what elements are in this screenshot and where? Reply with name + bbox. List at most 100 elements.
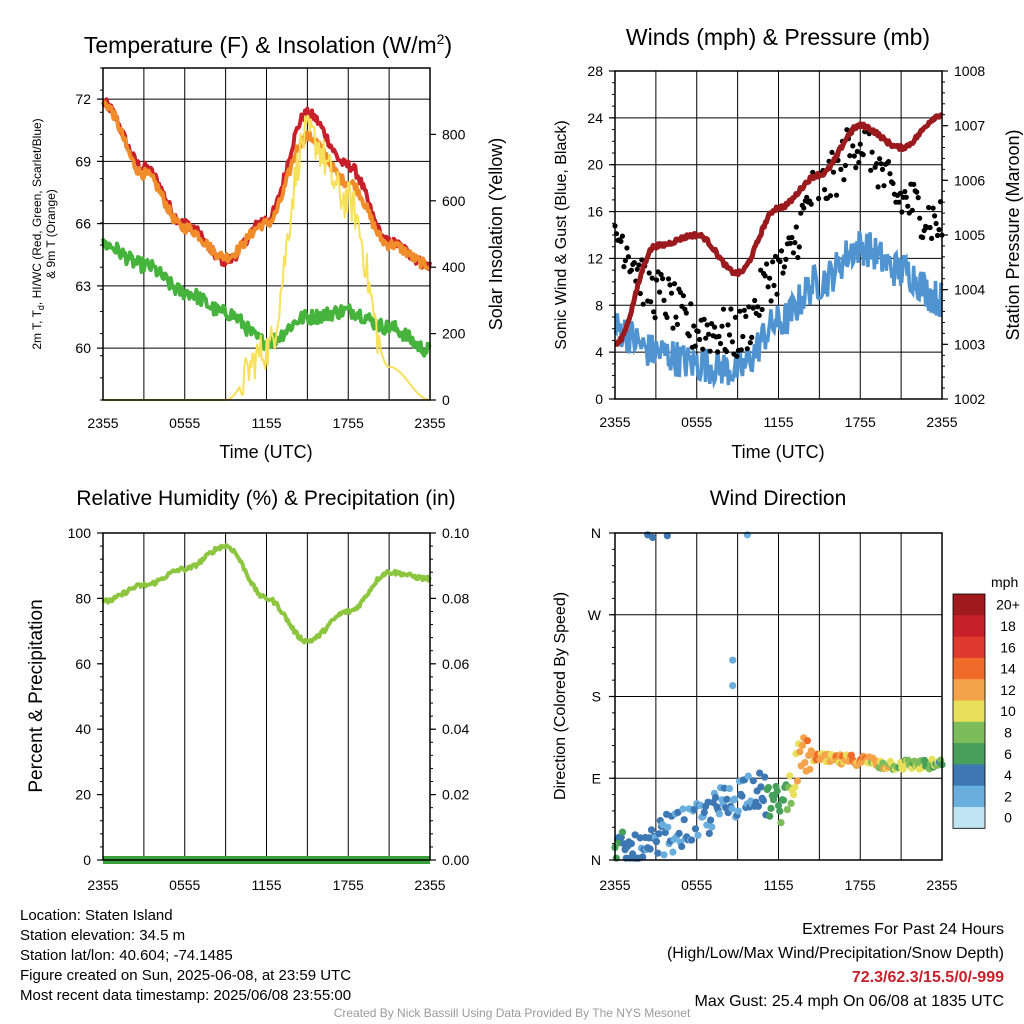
- direction-point: [707, 816, 715, 824]
- gust-point: [691, 323, 697, 329]
- figure-created: Figure created on Sun, 2025-06-08, at 23…: [20, 967, 352, 984]
- direction-point: [787, 799, 795, 808]
- direction-point: [694, 831, 702, 839]
- x-tick-label: 0555: [681, 414, 712, 430]
- gust-point: [780, 270, 786, 276]
- gust-point: [628, 267, 635, 273]
- y2-tick-label: 0.04: [442, 721, 469, 737]
- gust-point: [750, 305, 756, 311]
- gust-point: [899, 209, 905, 215]
- direction-point: [664, 823, 672, 831]
- gust-point: [830, 169, 837, 175]
- x-tick-label: 1755: [333, 415, 364, 431]
- y2-tick-label: 1005: [954, 227, 985, 243]
- gust-point: [674, 321, 681, 327]
- gust-point: [755, 304, 761, 310]
- direction-point: [776, 807, 784, 815]
- gust-point: [833, 192, 840, 198]
- gust-point: [767, 275, 773, 281]
- gust-point: [932, 213, 938, 219]
- gust-point: [709, 321, 715, 327]
- gust-point: [875, 184, 881, 190]
- x-tick-label: 2355: [599, 414, 630, 430]
- direction-point: [738, 792, 746, 800]
- rh-title: Relative Humidity (%) & Precipitation (i…: [76, 487, 455, 510]
- gust-point: [827, 193, 834, 199]
- x-tick-label: 1155: [251, 415, 281, 431]
- gust-point: [926, 204, 932, 211]
- gust-point: [749, 334, 755, 340]
- legend-swatch: [953, 615, 985, 638]
- dir-ylabel-left: Direction (Colored By Speed): [552, 592, 569, 800]
- y-tick-label: 69: [75, 153, 91, 169]
- gust-point: [792, 240, 798, 246]
- gust-point: [740, 333, 746, 340]
- wind-series: [612, 112, 945, 390]
- gust-point: [781, 264, 788, 270]
- rh-panel: Relative Humidity (%) & Precipitation (i…: [26, 487, 469, 893]
- gust-point: [640, 301, 646, 307]
- direction-point: [756, 769, 764, 777]
- direction-tick-label: S: [592, 689, 601, 705]
- rh-frame: [102, 532, 431, 861]
- gust-point: [695, 328, 701, 334]
- gust-point: [658, 271, 664, 278]
- y2-tick-label: 0.00: [442, 852, 469, 868]
- speed-legend: 20+ 18 16 14 12 10 8 6 4 2 0: [952, 593, 1020, 829]
- rh-ylabel-left: Percent & Precipitation: [26, 599, 47, 792]
- x-tick-label: 0555: [169, 415, 200, 431]
- gust-point: [719, 323, 725, 329]
- series-line: [101, 100, 432, 271]
- extremes-subtitle: (High/Low/Max Wind/Precipitation/Snow De…: [666, 945, 1004, 962]
- gust-point: [668, 290, 675, 296]
- direction-point: [723, 795, 731, 803]
- wind-xlabel: Time (UTC): [731, 442, 824, 462]
- gust-point: [874, 161, 880, 167]
- gust-point: [673, 314, 679, 320]
- y-tick-label: 0: [83, 852, 91, 868]
- gust-point: [772, 253, 779, 259]
- gust-point: [683, 310, 689, 316]
- gust-point: [774, 291, 780, 297]
- legend-label: 16: [1000, 639, 1016, 655]
- gust-point: [737, 308, 743, 314]
- gust-point: [651, 309, 657, 315]
- legend-swatch: [953, 700, 985, 723]
- gust-point: [909, 207, 915, 213]
- y2-tick-label: 0: [442, 392, 450, 408]
- gust-point: [810, 169, 816, 175]
- pressure-line: [613, 112, 944, 347]
- direction-point: [715, 810, 724, 818]
- y2-tick-label: 0.02: [442, 787, 469, 803]
- gust-point: [856, 159, 862, 166]
- y-tick-label: 60: [75, 656, 91, 672]
- temp-ticks: 60 63 66 69 72 0 200 400 600 800 2355 0555 1155 1755 2…: [75, 67, 466, 431]
- y-tick-label: 8: [595, 297, 603, 313]
- gust-point: [734, 353, 740, 359]
- gust-point: [738, 347, 744, 353]
- direction-point: [675, 829, 683, 838]
- direction-point: [700, 808, 708, 817]
- gust-point: [665, 276, 672, 282]
- direction-point: [798, 741, 807, 750]
- gust-point: [661, 297, 667, 303]
- legend-label: 14: [1000, 661, 1016, 677]
- gust-point: [660, 276, 666, 282]
- direction-point: [730, 795, 739, 803]
- gust-point: [857, 141, 863, 147]
- legend-label: 12: [1000, 682, 1016, 698]
- recent-timestamp: Most recent data timestamp: 2025/06/08 2…: [20, 987, 352, 1004]
- gust-point: [715, 349, 721, 355]
- legend-swatch: [953, 807, 985, 829]
- direction-tick-label: N: [591, 525, 601, 541]
- legend-swatch: [953, 679, 985, 701]
- gust-point: [671, 281, 678, 287]
- gust-point: [878, 161, 884, 167]
- direction-point: [764, 784, 773, 792]
- y-tick-label: 72: [75, 91, 91, 107]
- direction-point: [646, 845, 654, 853]
- gust-point: [618, 238, 624, 244]
- direction-tick-label: E: [592, 770, 601, 786]
- direction-point: [761, 773, 769, 781]
- rh-line: [101, 543, 432, 645]
